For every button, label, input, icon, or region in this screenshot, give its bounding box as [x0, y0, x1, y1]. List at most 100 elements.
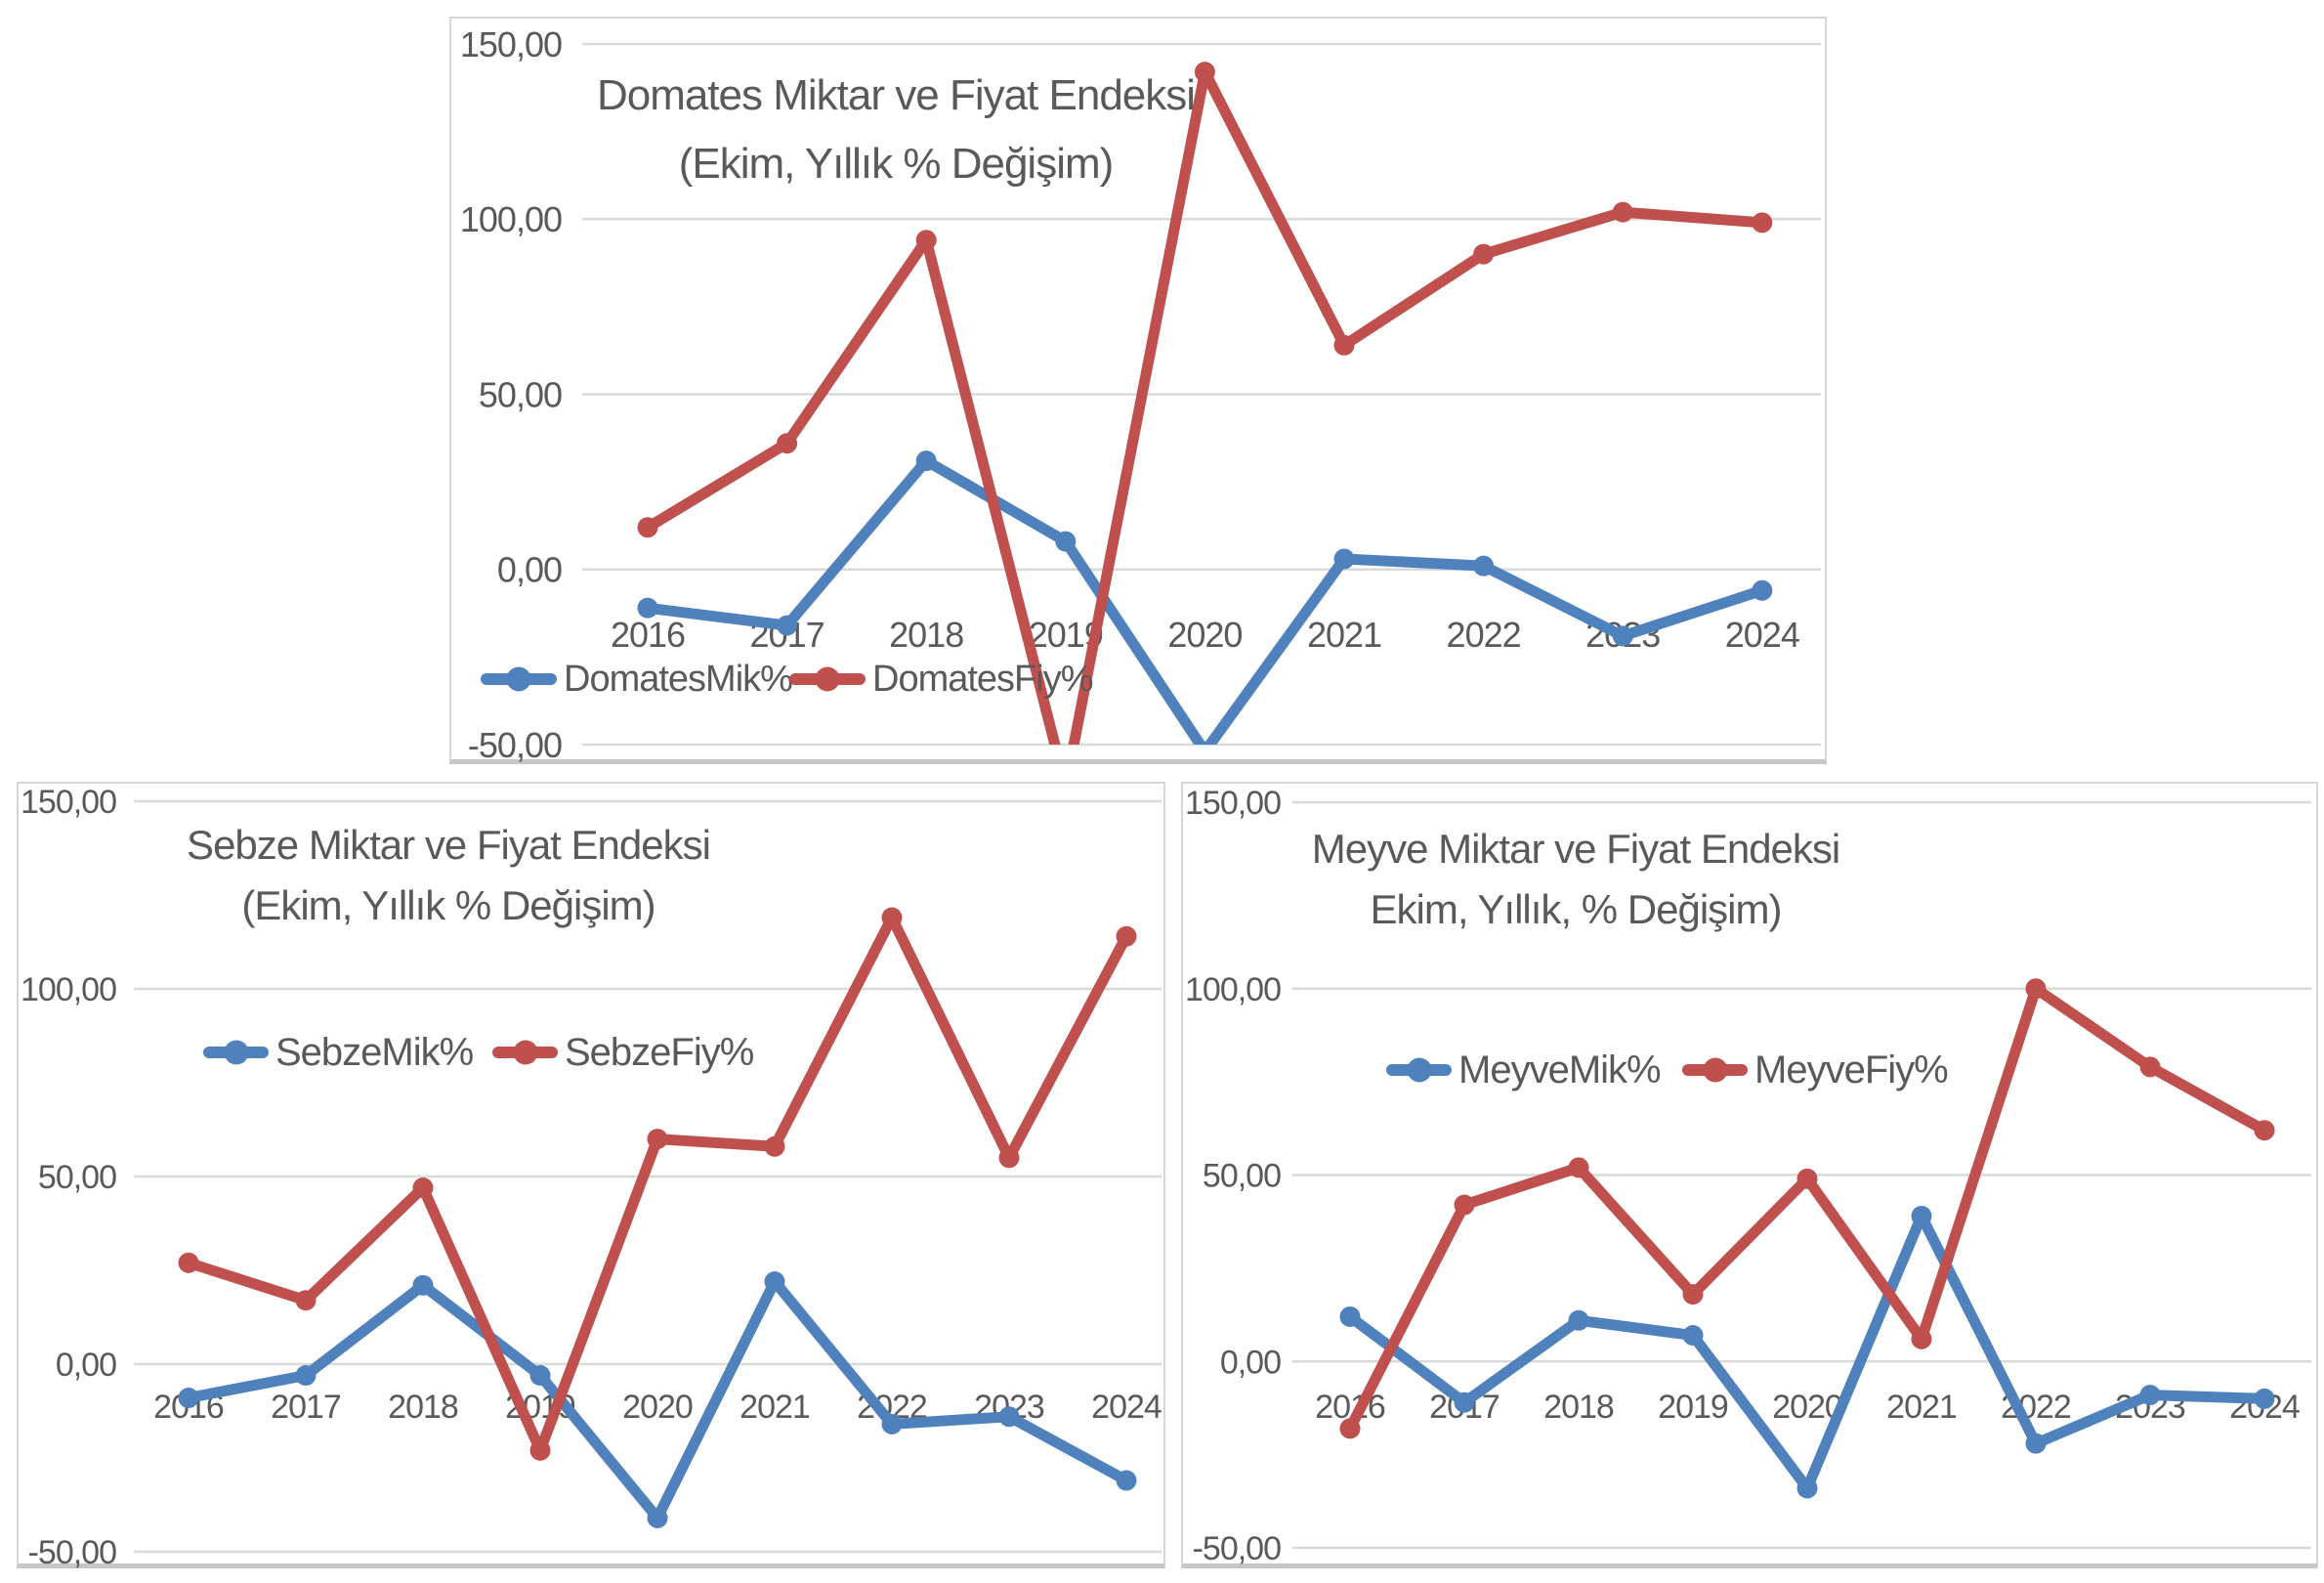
x-axis-tick-label: 2024 [1725, 615, 1799, 655]
legend-item-sebzefiy: SebzeFiy% [492, 1023, 754, 1082]
legend-label: DomatesMik% [564, 658, 793, 700]
legend-item-meyvefiy: MeyveFiy% [1682, 1041, 1949, 1099]
y-axis-tick-label: 150,00 [460, 24, 562, 64]
data-point-marker [295, 1290, 317, 1311]
data-point-marker [412, 1177, 434, 1199]
x-axis-tick-label: 2018 [388, 1389, 458, 1426]
meyve-plot-area: 150,00100,0050,000,00-50,002016201720182… [1185, 785, 2311, 1567]
x-axis-tick-label: 2020 [1167, 615, 1242, 655]
point-dot-icon [506, 666, 531, 692]
series-line [183, 912, 1132, 1456]
data-point-marker [295, 1365, 317, 1387]
x-axis-tick-label: 2021 [1307, 615, 1381, 655]
point-dot-icon [513, 1040, 537, 1065]
data-point-marker [1116, 925, 1137, 947]
domates-chart-panel[interactable]: Domates Miktar ve Fiyat Endeksi (Ekim, Y… [449, 17, 1827, 765]
chart-title-line1: Domates Miktar ve Fiyat Endeksi [596, 71, 1196, 119]
x-axis-tick-label: 2016 [611, 615, 685, 655]
y-axis-tick-label: 0,00 [1220, 1344, 1281, 1381]
series-group [178, 1271, 1137, 1528]
line-series-marker-icon [789, 666, 866, 692]
data-point-marker [1454, 1391, 1475, 1413]
y-axis-tick-label: 50,00 [38, 1159, 116, 1196]
x-axis-tick-label: 2021 [1886, 1389, 1957, 1426]
y-axis-tick-label: -50,00 [1193, 1530, 1281, 1567]
data-point-marker [637, 597, 658, 619]
point-dot-icon [224, 1040, 248, 1065]
legend-label: MeyveFiy% [1754, 1048, 1949, 1091]
data-point-marker [529, 1365, 551, 1387]
legend-item-domatesmik: DomatesMik% [481, 650, 793, 708]
legend-item-sebzemik: SebzeMik% [203, 1023, 474, 1082]
data-point-marker [1796, 1477, 1818, 1499]
data-point-marker [1339, 1418, 1361, 1439]
data-point-marker [777, 615, 798, 636]
data-point-marker [1339, 1305, 1361, 1327]
data-point-marker [915, 230, 937, 251]
series-line [642, 455, 1768, 745]
meyve-chart-panel[interactable]: Meyve Miktar ve Fiyat Endeksi Ekim, Yıll… [1181, 782, 2318, 1568]
legend-item-domatesfiy: DomatesFiy% [789, 650, 1093, 708]
series-group [637, 450, 1773, 745]
chart-title-line2: Ekim, Yıllık, % Değişim) [1370, 886, 1783, 932]
x-axis-tick-label: 2019 [1658, 1389, 1728, 1426]
y-axis-tick-label: 100,00 [460, 199, 562, 239]
y-axis-tick-label: 50,00 [479, 374, 562, 414]
legend-label: SebzeMik% [275, 1030, 474, 1074]
data-point-marker [637, 517, 658, 538]
line-series-marker-icon [1386, 1057, 1452, 1083]
y-axis-tick-label: 100,00 [1185, 971, 1281, 1008]
data-point-marker [2254, 1388, 2275, 1409]
chart-title-line1: Meyve Miktar ve Fiyat Endeksi [1311, 826, 1841, 872]
data-point-marker [1796, 1168, 1818, 1189]
chart-title-line2: (Ekim, Yıllık % Değişim) [241, 882, 655, 928]
y-axis-tick-label: 50,00 [1203, 1158, 1281, 1195]
data-point-marker [1682, 1284, 1704, 1305]
data-point-marker [412, 1274, 434, 1296]
line-series-marker-icon [1682, 1057, 1748, 1083]
data-point-marker [1568, 1157, 1589, 1178]
x-axis-tick-label: 2020 [622, 1389, 693, 1426]
data-point-marker [915, 450, 937, 472]
sebze-chart-panel[interactable]: Sebze Miktar ve Fiyat Endeksi (Ekim, Yıl… [17, 782, 1165, 1570]
data-point-marker [1612, 625, 1633, 647]
data-point-marker [1333, 334, 1355, 356]
data-point-marker [764, 1135, 785, 1157]
data-point-marker [777, 433, 798, 454]
y-axis-tick-label: 150,00 [1185, 785, 1281, 822]
y-axis-tick-label: -50,00 [468, 725, 562, 765]
series-group [178, 907, 1137, 1461]
x-axis-tick-label: 2021 [739, 1389, 810, 1426]
series-group [1339, 978, 2275, 1439]
data-point-marker [2139, 1385, 2161, 1406]
point-dot-icon [1407, 1057, 1431, 1083]
data-point-marker [1194, 62, 1215, 83]
y-axis-tick-label: 100,00 [21, 971, 116, 1008]
y-axis-tick-label: 150,00 [21, 784, 116, 821]
domates-chart-title: Domates Miktar ve Fiyat Endeksi (Ekim, Y… [596, 62, 1196, 198]
legend-label: DomatesFiy% [872, 658, 1093, 700]
data-point-marker [1473, 243, 1495, 265]
data-point-marker [647, 1507, 668, 1528]
series-group [637, 62, 1773, 745]
series-group [1339, 1205, 2275, 1499]
data-point-marker [1055, 531, 1077, 552]
data-point-marker [1682, 1325, 1704, 1347]
meyve-chart-title: Meyve Miktar ve Fiyat Endeksi Ekim, Yıll… [1311, 819, 1841, 940]
y-axis-tick-label: 0,00 [56, 1347, 116, 1384]
data-point-marker [647, 1129, 668, 1150]
legend-label: MeyveMik% [1458, 1048, 1662, 1091]
x-axis-tick-label: 2017 [271, 1389, 341, 1426]
point-dot-icon [1703, 1057, 1727, 1083]
x-axis-tick-label: 2024 [1091, 1389, 1162, 1426]
data-point-marker [1568, 1309, 1589, 1331]
line-series-marker-icon [492, 1040, 558, 1065]
data-point-marker [2025, 978, 2047, 1000]
data-point-marker [764, 1271, 785, 1293]
sebze-plot-area: 150,00100,0050,000,00-50,002016201720182… [21, 784, 1162, 1570]
data-point-marker [1454, 1194, 1475, 1216]
data-point-marker [1612, 201, 1633, 223]
y-axis-tick-label: -50,00 [28, 1534, 116, 1570]
legend-label: SebzeFiy% [565, 1030, 754, 1074]
